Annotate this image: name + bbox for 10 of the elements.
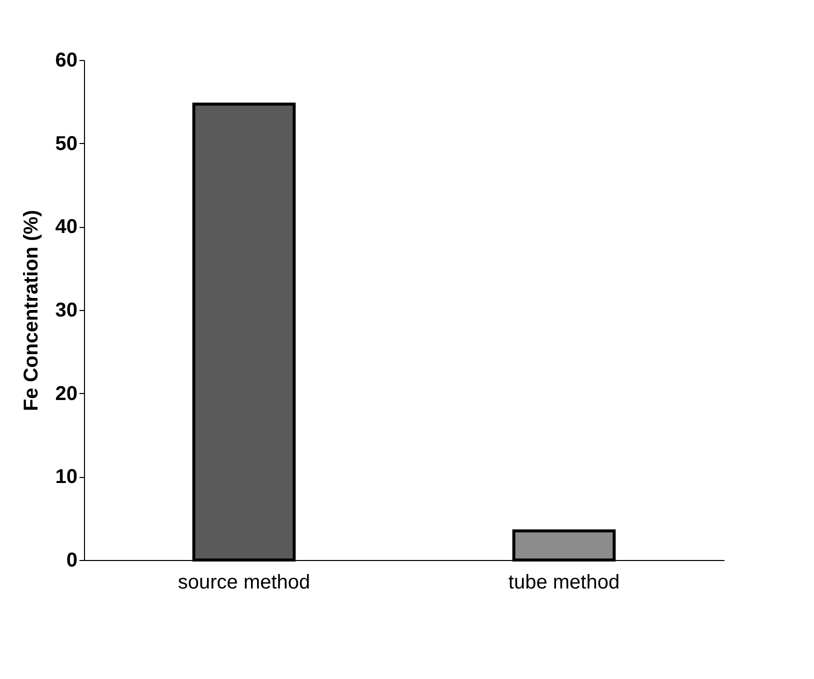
y-tick-label: 0	[66, 550, 78, 572]
y-tick-label: 30	[55, 300, 78, 322]
x-tick-label: tube method	[508, 572, 620, 594]
y-axis-title: Fe Concentration (%)	[20, 210, 42, 412]
y-tick-label: 60	[55, 50, 78, 72]
y-tick-label: 10	[55, 466, 78, 488]
y-tick-label: 50	[55, 132, 78, 155]
y-tick-label: 20	[55, 382, 78, 405]
x-tick-label: source method	[178, 572, 310, 594]
y-tick-label: 40	[55, 216, 78, 238]
